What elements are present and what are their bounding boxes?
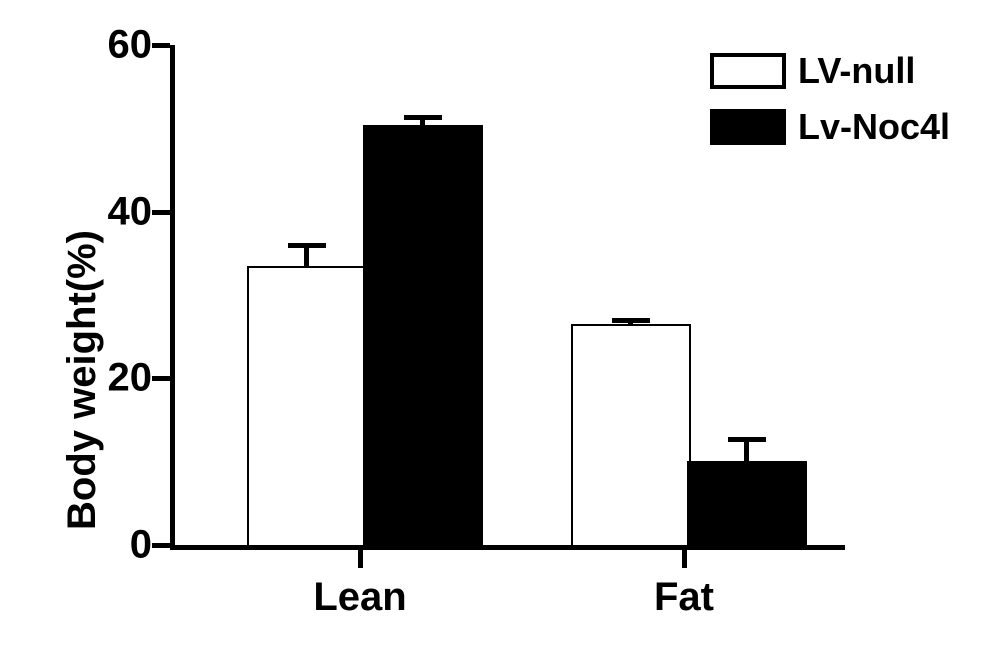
ytick-mark (152, 210, 170, 215)
errorbar-cap (728, 437, 766, 442)
errorbar-stem (744, 440, 749, 463)
errorbar-stem (304, 246, 309, 268)
xtick-mark (358, 550, 363, 568)
bar-lean-lvnoc4l (365, 127, 481, 545)
xtick-mark (682, 550, 687, 568)
ytick-label: 0 (92, 523, 152, 568)
ytick-label: 60 (92, 23, 152, 68)
errorbar-cap (404, 115, 442, 120)
legend-item: LV-null (710, 50, 950, 92)
xtick-label: Fat (584, 575, 784, 620)
legend: LV-null Lv-Noc4l (710, 50, 950, 148)
legend-swatch-filled (710, 109, 786, 145)
bar-chart: Body weight(%) 0 20 40 60 Lean Fat (0, 0, 990, 664)
ytick-label: 40 (92, 190, 152, 235)
errorbar-cap (288, 243, 326, 248)
ytick-mark (152, 543, 170, 548)
legend-label: LV-null (798, 50, 915, 92)
legend-label: Lv-Noc4l (798, 106, 950, 148)
xtick-label: Lean (260, 575, 460, 620)
ytick-label: 20 (92, 356, 152, 401)
bar-lean-lvnull (249, 268, 365, 546)
errorbar-cap (612, 318, 650, 323)
bar-fat-lvnoc4l (689, 463, 805, 545)
legend-item: Lv-Noc4l (710, 106, 950, 148)
bar-fat-lvnull (573, 326, 689, 545)
legend-swatch-hollow (710, 53, 786, 89)
ytick-mark (152, 43, 170, 48)
ytick-mark (152, 376, 170, 381)
